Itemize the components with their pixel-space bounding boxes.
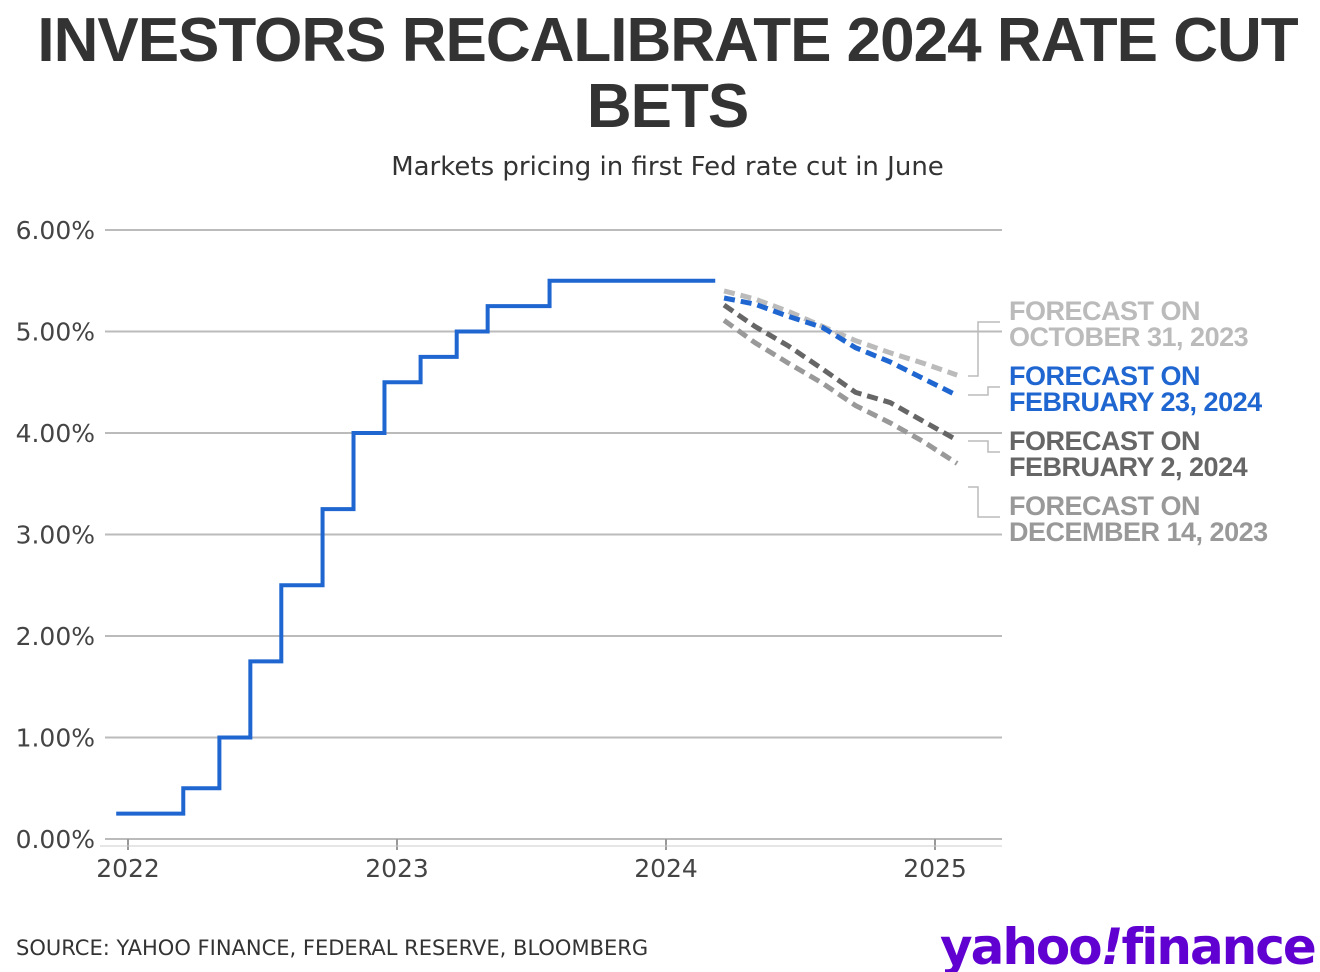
y-tick-label: 3.00% [16,521,95,550]
forecast-label: FORECAST ON DECEMBER 14, 2023 [1009,491,1268,547]
label-leader-line [968,440,1000,453]
forecast-label-line1: FORECAST ON [1009,361,1200,391]
label-leader-line [968,321,1000,377]
forecast-label: FORECAST ON FEBRUARY 2, 2024 [1009,426,1248,482]
forecast-line [722,303,959,443]
forecast-line [723,295,959,398]
label-leader-line [968,486,1000,518]
y-tick-label: 4.00% [16,419,95,448]
forecast-label-line2: FEBRUARY 23, 2024 [1009,387,1262,417]
y-tick-label: 6.00% [16,216,95,245]
forecast-label-line2: OCTOBER 31, 2023 [1009,322,1249,352]
forecast-label-line2: DECEMBER 14, 2023 [1009,517,1268,547]
x-tick-label: 2025 [903,854,967,883]
forecast-label-line1: FORECAST ON [1009,296,1200,326]
chart-subtitle: Markets pricing in first Fed rate cut in… [391,152,944,182]
forecast-label-line1: FORECAST ON [1009,491,1200,521]
yahoo-finance-logo: yahoo!finance [940,918,1317,972]
y-tick-label: 1.00% [16,724,95,753]
x-tick-label: 2024 [634,854,698,883]
label-leader-line [968,386,1000,396]
forecast-label-line2: FEBRUARY 2, 2024 [1009,452,1248,482]
chart-title: INVESTORS RECALIBRATE 2024 RATE CUT BETS [37,6,1298,141]
forecast-label: FORECAST ON OCTOBER 31, 2023 [1009,296,1249,352]
y-tick-label: 5.00% [16,318,95,347]
y-tick-label: 2.00% [16,622,95,651]
forecast-label: FORECAST ON FEBRUARY 23, 2024 [1009,361,1262,417]
fed-funds-rate-line [116,278,716,816]
y-tick-label: 0.00% [16,825,95,854]
forecast-line [723,288,958,378]
source-note: SOURCE: YAHOO FINANCE, FEDERAL RESERVE, … [16,936,649,960]
forecast-line [722,318,959,466]
forecast-label-line1: FORECAST ON [1009,426,1200,456]
x-tick-label: 2022 [96,854,160,883]
x-tick-label: 2023 [365,854,429,883]
